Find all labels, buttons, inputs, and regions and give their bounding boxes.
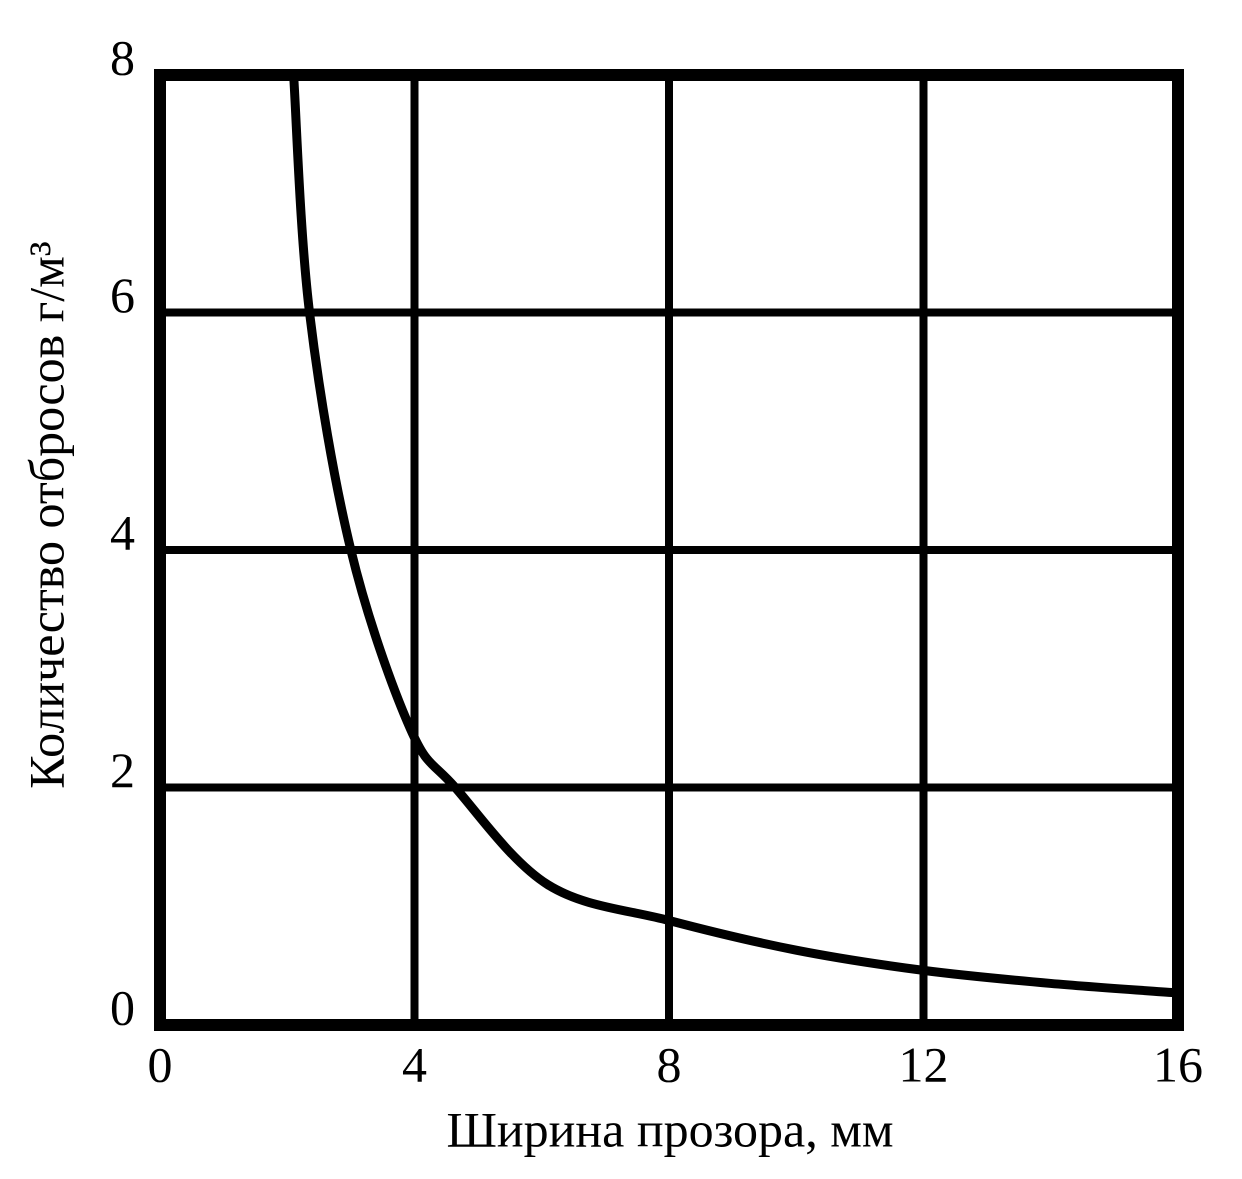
x-tick-label: 16 [1153, 1036, 1203, 1092]
x-tick-label: 8 [657, 1036, 682, 1092]
y-tick-label: 4 [110, 504, 135, 560]
y-tick-label: 2 [110, 742, 135, 798]
plot-frame [154, 69, 1184, 1031]
y-tick-label: 8 [110, 29, 135, 85]
x-tick-label: 4 [402, 1036, 427, 1092]
data-line [289, 70, 1183, 998]
y-tick-label: 6 [110, 267, 135, 323]
y-tick-label: 0 [110, 979, 135, 1035]
x-tick-label: 12 [899, 1036, 949, 1092]
x-axis-label: Ширина прозора, мм [446, 1101, 893, 1157]
y-axis-label: Количество отбросов г/м³ [18, 241, 74, 789]
x-tick-label: 0 [148, 1036, 173, 1092]
